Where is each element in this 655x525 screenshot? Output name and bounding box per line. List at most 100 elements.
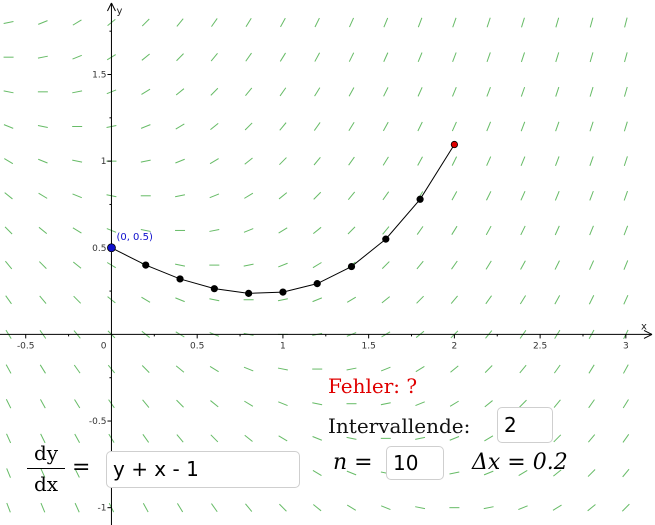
slope-segment [624, 52, 628, 63]
slope-segment [416, 226, 424, 235]
slope-segment [518, 469, 528, 477]
slope-segment [278, 401, 288, 407]
slope-segment [175, 158, 185, 164]
slope-segment [449, 436, 460, 441]
slope-segment [209, 366, 219, 373]
derivative-fraction: dy dx [27, 440, 65, 497]
slope-segment [380, 505, 391, 511]
slope-segment [553, 364, 561, 374]
origin-label: 0 [101, 341, 107, 351]
slope-segment [140, 228, 151, 232]
x-tick-label: 1 [280, 341, 286, 351]
slope-segment [520, 260, 526, 270]
slope-segment [382, 191, 390, 201]
slope-segment [555, 86, 560, 97]
slope-segment [588, 295, 595, 305]
slope-segment [314, 52, 321, 62]
n-input[interactable]: 10 [386, 446, 444, 480]
slope-segment [346, 436, 357, 440]
slope-segment [209, 193, 220, 199]
slope-segment [587, 469, 596, 477]
euler-path [111, 144, 455, 294]
slope-segment [3, 124, 14, 129]
interval-end-input[interactable]: 2 [497, 407, 553, 443]
slope-segment [40, 433, 46, 444]
slope-segment [39, 295, 47, 304]
slope-segment [588, 364, 595, 374]
slope-segment [313, 122, 321, 131]
start-point-label: (0, 0.5) [116, 232, 153, 243]
n-label: n = [333, 450, 373, 475]
slope-segment [74, 399, 81, 409]
slope-segment [346, 504, 357, 511]
fraction-numerator: dy [33, 441, 59, 465]
x-tick-label: 0.5 [190, 341, 204, 351]
equals-sign: = [72, 455, 91, 480]
slope-segment [415, 366, 425, 373]
y-tick-label: 1.5 [92, 71, 106, 81]
euler-point [210, 285, 218, 293]
slope-segment [348, 87, 355, 97]
slope-segment [40, 502, 46, 513]
slope-segment [243, 263, 254, 267]
slope-segment [312, 297, 323, 303]
slope-segment [3, 90, 14, 94]
slope-segment [141, 18, 150, 27]
slope-segment [415, 436, 426, 440]
slope-segment [209, 158, 219, 165]
slope-segment [383, 17, 389, 28]
slope-segment [520, 156, 526, 166]
slope-segment [347, 191, 356, 200]
slope-segment [622, 433, 630, 443]
slope-segment [280, 17, 286, 28]
slope-segment [38, 20, 48, 25]
slope-segment [6, 433, 12, 444]
slope-segment [314, 17, 320, 28]
slope-segment [451, 156, 458, 166]
slope-segment [589, 121, 594, 132]
slope-segment [623, 294, 629, 305]
slope-segment [520, 121, 526, 132]
slope-segment [554, 190, 560, 201]
y-tick-label: 1 [101, 157, 107, 167]
equation-input[interactable]: y + x - 1 [106, 451, 300, 488]
slope-segment [380, 402, 391, 406]
slope-segment [278, 227, 288, 234]
slope-segment [451, 225, 458, 235]
slope-segment [518, 505, 528, 511]
slope-segment [141, 88, 151, 95]
start-point[interactable] [107, 243, 116, 253]
slope-segment [589, 17, 594, 28]
slope-segment [175, 297, 185, 303]
slope-segment [74, 433, 81, 443]
slope-segment [622, 468, 630, 478]
slope-segment [313, 191, 322, 200]
slope-segment [449, 400, 459, 407]
euler-point [347, 262, 356, 271]
slope-segment [141, 296, 151, 303]
slope-segment [278, 435, 288, 442]
slope-segment [40, 468, 46, 478]
slope-segment [486, 121, 492, 132]
y-tick-label: -1 [97, 504, 106, 514]
slope-segment [587, 504, 596, 512]
slope-segment [72, 261, 82, 269]
x-tick-label: 1.5 [361, 341, 375, 351]
slope-segment [73, 295, 82, 304]
slope-segment [587, 434, 596, 443]
slope-segment [621, 503, 630, 512]
slope-segment [141, 53, 150, 61]
slope-segment [555, 156, 560, 166]
slope-segment [209, 298, 220, 302]
slope-segment [554, 260, 560, 270]
slope-segment [175, 263, 186, 267]
slope-segment [519, 295, 527, 305]
slope-segment [450, 365, 459, 373]
slope-segment [417, 156, 423, 166]
y-axis-arrow [107, 2, 116, 12]
x-axis-arrow [643, 329, 653, 339]
slope-segment [6, 502, 11, 513]
slope-segment [5, 364, 12, 374]
